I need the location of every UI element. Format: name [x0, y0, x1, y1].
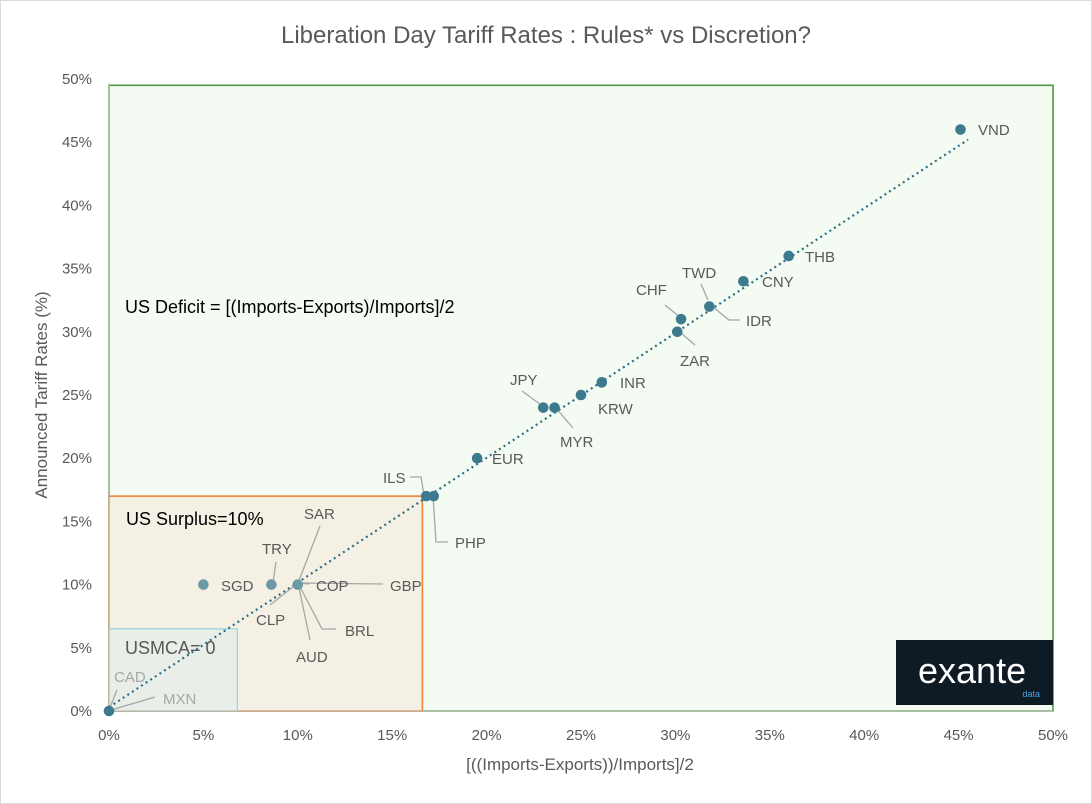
label-inr: INR: [620, 375, 646, 392]
leader-zar: [680, 332, 696, 346]
y-tick-label: 25%: [62, 387, 92, 404]
point-php: [428, 490, 440, 502]
point-sar: [292, 579, 304, 590]
leader-php: [432, 495, 448, 543]
x-tick-label: 40%: [849, 727, 879, 744]
point-thb: [783, 250, 794, 262]
label-php: PHP: [455, 535, 486, 552]
logo-text: exante: [918, 650, 1026, 691]
trend-line: [108, 138, 969, 709]
label-thb: THB: [805, 249, 835, 266]
y-tick-label: 5%: [70, 640, 92, 657]
point-myr: [549, 402, 560, 413]
leader-try: [272, 561, 277, 584]
logo-subtext: data: [1022, 689, 1040, 699]
label-twd: TWD: [682, 265, 716, 282]
x-axis-title: [((Imports-Exports))/Imports]/2: [466, 755, 694, 774]
label-krw: KRW: [598, 401, 634, 418]
label-zar: ZAR: [680, 353, 710, 370]
logo-background: [896, 640, 1053, 705]
region-label-2: USMCA= 0: [125, 638, 216, 658]
data-points: [103, 124, 966, 717]
point-inr: [596, 377, 608, 388]
label-brl: BRL: [345, 623, 374, 640]
leader-idr: [712, 306, 740, 321]
point-krw: [575, 389, 587, 401]
leader-twd: [700, 283, 709, 301]
exante-logo: exante data: [896, 640, 1053, 705]
region-2: [108, 628, 239, 712]
region-label-0: US Deficit = [(Imports-Exports)/Imports]…: [125, 297, 455, 317]
leader-gbp: [297, 582, 384, 585]
y-tick-label: 35%: [62, 261, 92, 278]
label-cad: CAD: [114, 669, 146, 686]
y-tick-label: 50%: [62, 71, 92, 88]
label-jpy: JPY: [510, 372, 538, 389]
point-zar: [671, 326, 683, 338]
y-tick-label: 0%: [70, 703, 92, 720]
label-idr: IDR: [746, 313, 772, 330]
x-tick-label: 45%: [944, 727, 974, 744]
point-try: [266, 579, 277, 590]
y-tick-labels: 0% 5% 10% 15% 20% 25% 30% 35% 40% 45% 50%: [62, 71, 92, 720]
y-tick-label: 45%: [62, 134, 92, 151]
point-jpy: [537, 402, 549, 413]
y-tick-label: 30%: [62, 324, 92, 341]
leader-mxn: [110, 696, 156, 711]
x-tick-label: 30%: [660, 727, 690, 744]
leader-sar: [297, 525, 321, 584]
y-tick-label: 40%: [62, 197, 92, 214]
chart-title: Liberation Day Tariff Rates : Rules* vs …: [281, 22, 811, 49]
y-tick-label: 15%: [62, 513, 92, 530]
x-tick-label: 20%: [472, 727, 502, 744]
label-sar: SAR: [304, 506, 335, 523]
x-tick-labels: 0% 5% 10% 15% 20% 25% 30% 35% 40% 45% 50%: [98, 727, 1068, 744]
label-clp: CLP: [256, 612, 285, 629]
label-chf: CHF: [636, 282, 667, 299]
x-tick-label: 5%: [193, 727, 215, 744]
point-vnd: [955, 124, 966, 135]
leader-ils: [410, 476, 425, 496]
label-sgd: SGD: [221, 578, 254, 595]
x-tick-label: 35%: [755, 727, 785, 744]
label-try: TRY: [262, 541, 292, 558]
label-aud: AUD: [296, 649, 328, 666]
x-tick-label: 50%: [1038, 727, 1068, 744]
x-tick-label: 10%: [283, 727, 313, 744]
label-cny: CNY: [762, 274, 794, 291]
label-eur: EUR: [492, 451, 524, 468]
y-tick-label: 20%: [62, 450, 92, 467]
label-cop: COP: [316, 578, 349, 595]
leader-aud: [297, 582, 311, 641]
point-cad: [103, 705, 115, 717]
label-vnd: VND: [978, 122, 1010, 139]
label-gbp: GBP: [390, 578, 422, 595]
x-tick-label: 0%: [98, 727, 120, 744]
point-eur: [471, 452, 483, 464]
x-tick-label: 25%: [566, 727, 596, 744]
point-chf: [675, 313, 687, 325]
y-axis-title: Announced Tariff Rates (%): [32, 291, 51, 498]
point-ils: [420, 490, 432, 502]
label-myr: MYR: [560, 434, 594, 451]
x-tick-label: 15%: [377, 727, 407, 744]
point-labels: VND THB CNY TWD IDR CHF ZAR INR KRW JPY MYR EUR ILS P…: [114, 122, 1010, 708]
label-mxn: MXN: [163, 691, 196, 708]
point-cny: [738, 275, 749, 287]
y-tick-label: 10%: [62, 577, 92, 594]
point-sgd: [198, 579, 209, 590]
leader-brl: [297, 582, 336, 630]
point-twd: [704, 301, 715, 312]
label-ils: ILS: [383, 470, 406, 487]
region-label-1: US Surplus=10%: [126, 509, 264, 529]
